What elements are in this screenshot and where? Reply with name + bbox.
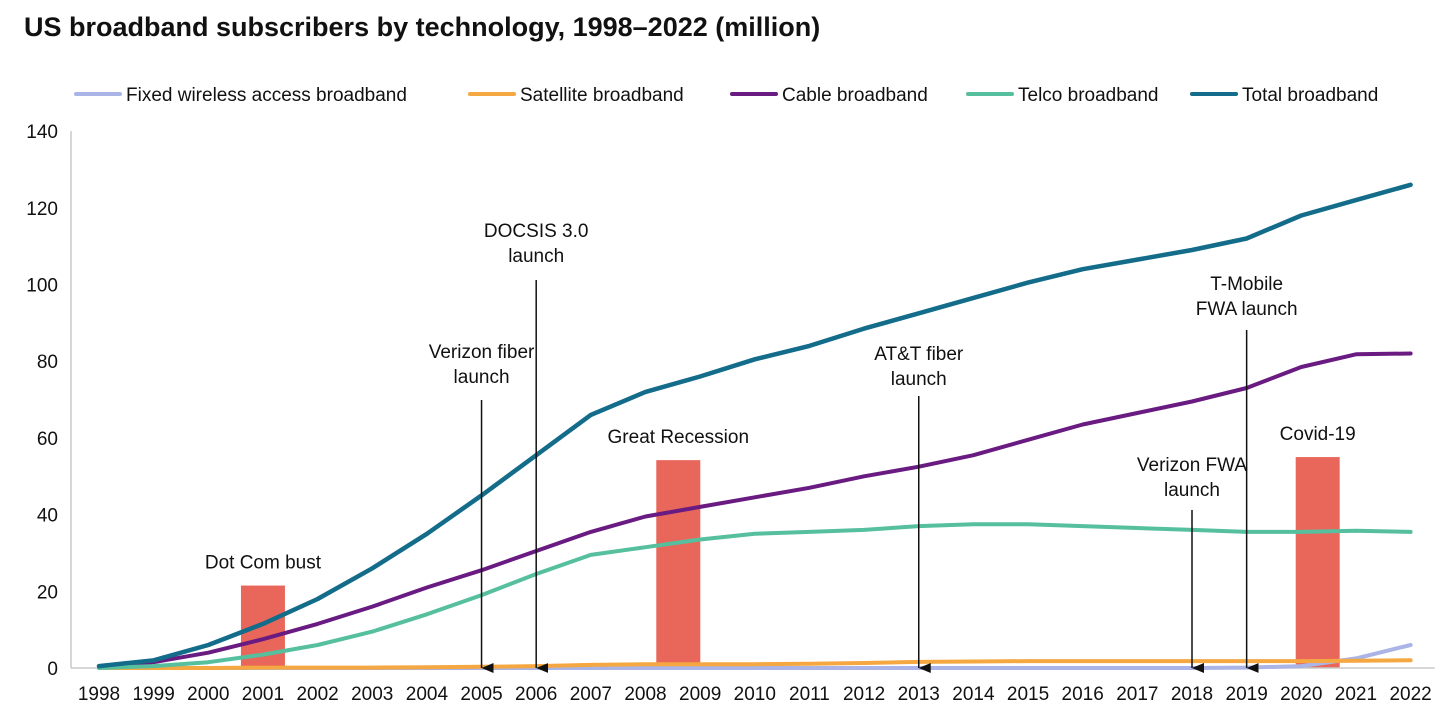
x-tick-label: 2011 (789, 684, 830, 705)
series-line-cable (97, 351, 1413, 669)
event-bar (656, 460, 701, 668)
event-bar-label: Dot Com bust (205, 553, 322, 574)
launch-label: launch (1164, 480, 1220, 501)
series-line-total (96, 182, 1413, 669)
event-bars (240, 457, 1340, 668)
x-tick-label: 2009 (679, 684, 721, 705)
y-tick-label: 140 (26, 122, 58, 143)
x-tick-label: 2019 (1226, 684, 1268, 705)
launch-label: launch (454, 367, 510, 388)
event-bar-label: Covid-19 (1280, 424, 1356, 445)
y-tick-label: 20 (37, 582, 58, 603)
legend-label-satellite: Satellite broadband (520, 85, 684, 106)
x-tick-label: 2006 (515, 684, 557, 705)
x-tick-label: 2005 (460, 684, 502, 705)
x-tick-label: 2016 (1062, 684, 1104, 705)
launch-label: DOCSIS 3.0 (484, 221, 589, 242)
x-tick-label: 2018 (1171, 684, 1213, 705)
y-tick-label: 0 (47, 659, 58, 680)
launch-label: Verizon fiber (429, 342, 535, 363)
x-tick-label: 2003 (351, 684, 393, 705)
legend-label-cable: Cable broadband (782, 85, 928, 106)
event-bar (1295, 457, 1340, 668)
x-tick-label: 2015 (1007, 684, 1049, 705)
x-tick-label: 2001 (242, 684, 284, 705)
legend-label-fixed_wireless: Fixed wireless access broadband (126, 85, 407, 106)
launch-label: T-Mobile (1210, 274, 1283, 295)
chart-legend: Fixed wireless access broadband Satellite… (74, 85, 1378, 106)
y-tick-label: 80 (37, 352, 58, 373)
launch-label: Verizon FWA (1137, 455, 1247, 476)
legend-label-total: Total broadband (1242, 85, 1378, 106)
x-tick-label: 1999 (133, 684, 175, 705)
legend-label-telco: Telco broadband (1018, 85, 1159, 106)
x-tick-label: 2012 (843, 684, 885, 705)
series-line-telco (97, 522, 1413, 670)
x-tick-label: 2021 (1335, 684, 1377, 705)
y-tick-label: 60 (37, 429, 58, 450)
x-tick-label: 2007 (570, 684, 612, 705)
x-tick-label: 2004 (406, 684, 449, 705)
chart-axes: 0 20 40 60 80 100 120 140 1998 1999 2000 2001 2002 20… (26, 122, 1435, 705)
x-tick-label: 2008 (624, 684, 666, 705)
y-tick-label: 120 (26, 199, 58, 220)
annotation-labels: Dot Com bust Great Recession Covid-19 Veriz… (205, 221, 1356, 574)
x-tick-label: 1998 (78, 684, 120, 705)
x-tick-label: 2022 (1389, 684, 1431, 705)
launch-label: launch (891, 369, 947, 390)
x-tick-label: 2010 (734, 684, 776, 705)
y-tick-label: 40 (37, 506, 58, 527)
x-tick-label: 2017 (1116, 684, 1158, 705)
x-tick-label: 2020 (1280, 684, 1322, 705)
launch-label: launch (508, 246, 564, 267)
launch-markers (480, 280, 1259, 673)
y-tick-label: 100 (26, 276, 58, 297)
x-tick-label: 2013 (898, 684, 940, 705)
launch-label: FWA launch (1196, 299, 1298, 320)
x-tick-label: 2000 (187, 684, 229, 705)
x-tick-label: 2002 (296, 684, 338, 705)
x-tick-label: 2014 (952, 684, 995, 705)
event-bar-label: Great Recession (608, 427, 750, 448)
chart-title: US broadband subscribers by technology, … (24, 12, 821, 42)
chart-series (96, 182, 1413, 670)
launch-label: AT&T fiber (874, 344, 964, 365)
